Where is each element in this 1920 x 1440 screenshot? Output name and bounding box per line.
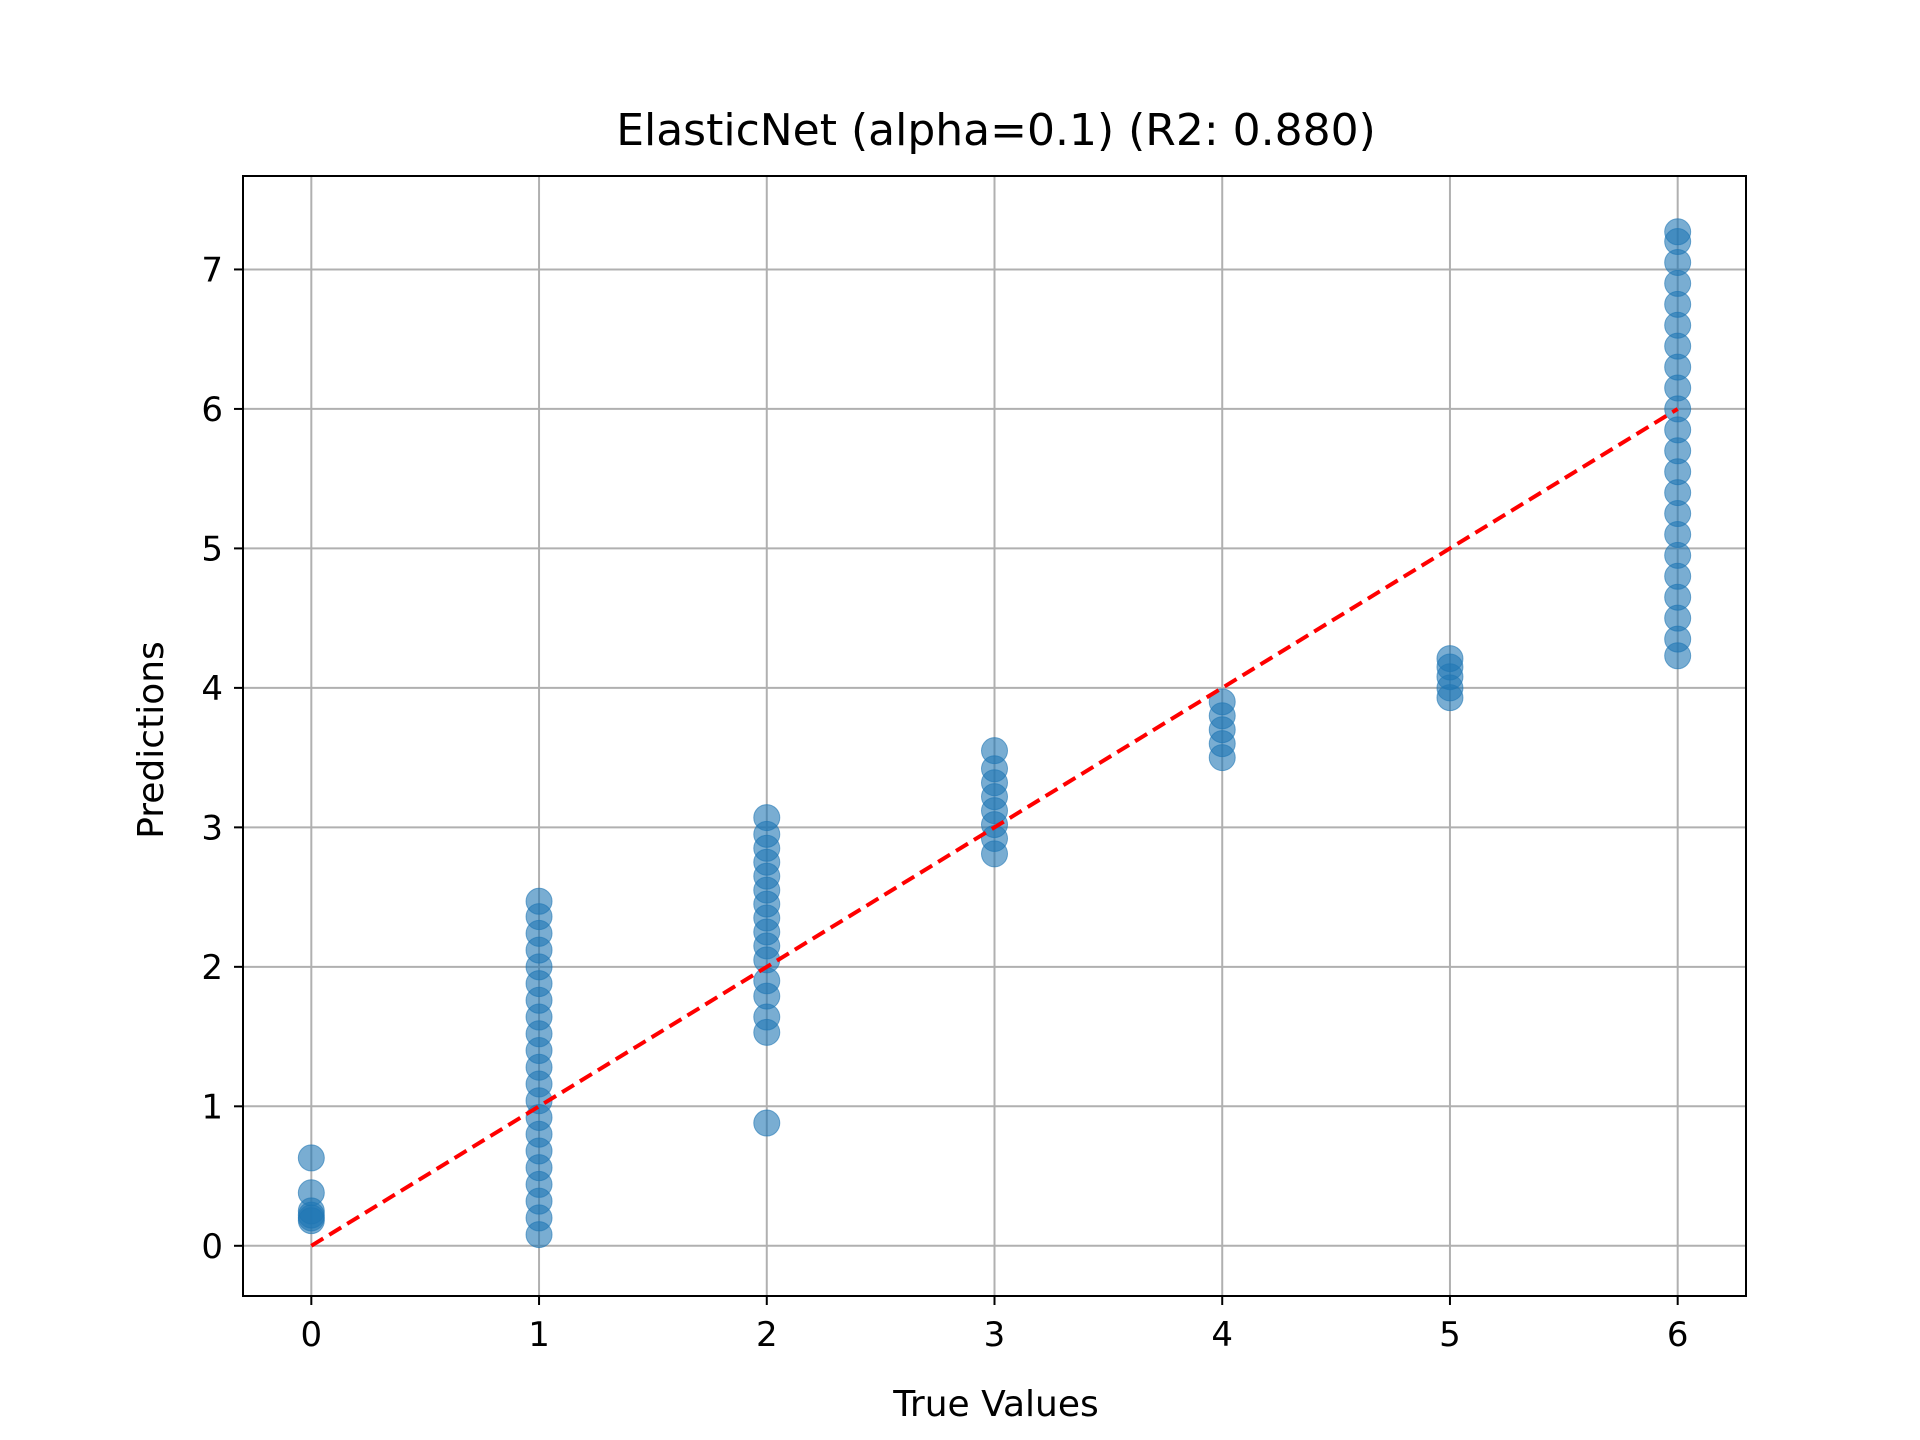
x-tick-label: 0 xyxy=(300,1315,322,1355)
y-axis-label: Predictions xyxy=(131,641,172,839)
y-tick-label: 2 xyxy=(201,948,223,988)
data-point xyxy=(1436,645,1464,673)
y-tick-label: 7 xyxy=(201,250,223,290)
x-tick-label: 1 xyxy=(528,1315,550,1355)
data-point xyxy=(297,1179,325,1207)
y-tick-label: 6 xyxy=(201,390,223,430)
data-point xyxy=(981,737,1008,765)
axis-ticks: 0 1 2 3 4 5 6 0 1 2 3 4 5 6 7 xyxy=(201,250,1688,1355)
reference-line-layer xyxy=(310,407,1679,1248)
reference-line xyxy=(310,407,1679,1248)
data-point xyxy=(753,1109,781,1137)
data-points xyxy=(297,218,1692,1249)
data-point xyxy=(1208,688,1236,716)
y-tick-label: 1 xyxy=(201,1087,223,1127)
y-tick-label: 0 xyxy=(201,1227,223,1267)
x-tick-label: 3 xyxy=(984,1315,1006,1355)
data-point xyxy=(1664,218,1692,246)
x-axis-label: True Values xyxy=(892,1384,1099,1425)
x-tick-label: 4 xyxy=(1211,1315,1233,1355)
x-tick-label: 5 xyxy=(1439,1315,1461,1355)
data-point xyxy=(753,804,781,832)
data-point xyxy=(297,1144,325,1172)
y-tick-label: 5 xyxy=(201,529,223,569)
x-tick-label: 6 xyxy=(1667,1315,1689,1355)
y-tick-label: 4 xyxy=(201,669,223,709)
data-point xyxy=(525,887,553,915)
x-tick-label: 2 xyxy=(756,1315,778,1355)
chart-title: ElasticNet (alpha=0.1) (R2: 0.880) xyxy=(616,105,1376,156)
y-tick-label: 3 xyxy=(201,808,223,848)
